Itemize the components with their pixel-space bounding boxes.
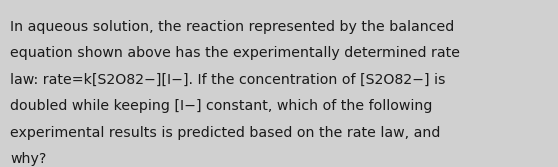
Text: doubled while keeping [I−] constant, which of the following: doubled while keeping [I−] constant, whi… xyxy=(10,99,432,113)
Text: experimental results is predicted based on the rate law, and: experimental results is predicted based … xyxy=(10,126,440,140)
Text: In aqueous solution, the reaction represented by the balanced: In aqueous solution, the reaction repres… xyxy=(10,20,454,34)
Text: equation shown above has the experimentally determined rate: equation shown above has the experimenta… xyxy=(10,46,460,60)
Text: why?: why? xyxy=(10,152,46,166)
Text: law: rate=k[S2O82−][I−]. If the concentration of [S2O82−] is: law: rate=k[S2O82−][I−]. If the concentr… xyxy=(10,73,445,87)
